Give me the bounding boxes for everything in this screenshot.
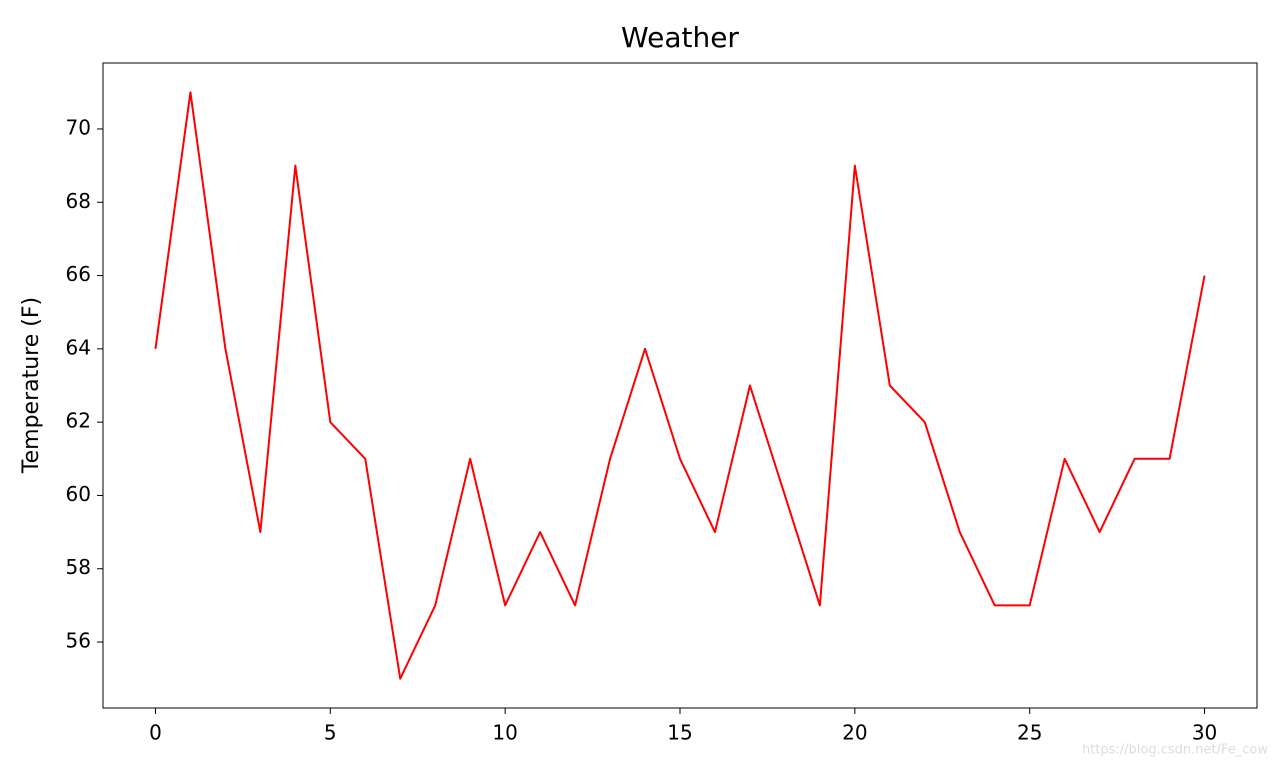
y-tick-label: 66 (66, 262, 91, 286)
y-tick-label: 70 (66, 115, 91, 139)
y-tick-label: 60 (66, 482, 91, 506)
watermark: https://blog.csdn.net/Fe_cow (1082, 743, 1268, 758)
y-tick-label: 58 (66, 555, 91, 579)
plot-frame (102, 62, 1258, 709)
x-tick-label: 5 (324, 721, 337, 745)
y-tick-label: 62 (66, 409, 91, 433)
x-tick-label: 0 (149, 721, 162, 745)
x-tick-label: 20 (842, 721, 867, 745)
y-tick-label: 64 (66, 335, 91, 359)
x-tick-label: 10 (492, 721, 517, 745)
y-axis-label: Temperature (F) (19, 297, 44, 474)
x-tick-label: 25 (1017, 721, 1042, 745)
data-line (154, 91, 1206, 680)
chart-title: Weather (621, 21, 739, 54)
x-tick-label: 30 (1192, 721, 1217, 745)
y-tick-label: 56 (66, 629, 91, 653)
x-tick-label: 15 (667, 721, 692, 745)
y-tick-label: 68 (66, 189, 91, 213)
